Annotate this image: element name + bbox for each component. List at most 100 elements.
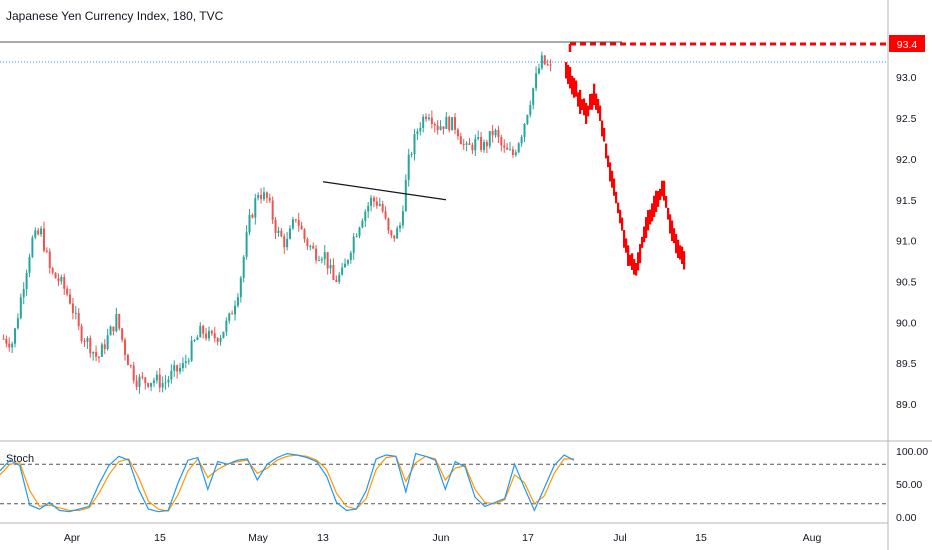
candle-body [66,288,69,295]
projected-candle [649,209,652,225]
candle-body [506,147,509,150]
candle-body [300,225,303,230]
candle-body [338,274,341,282]
projected-candle [571,75,574,95]
candle-body [341,267,344,275]
price-tick-label: 89.0 [896,399,917,411]
candle-body [63,277,66,289]
candle-body [74,312,77,314]
projected-candle [567,64,570,84]
candle-body [387,218,390,231]
stoch-d-line [0,454,574,512]
candle-body [491,130,494,136]
projected-candle [611,170,614,188]
candle-body [216,338,219,342]
time-tick-label: Aug [803,532,822,544]
candle-body [407,154,410,180]
candle-body [372,197,375,202]
candle-body [425,116,428,120]
candle-body [361,220,364,228]
time-tick-label: 17 [522,532,534,544]
price-tick-label: 93.0 [896,72,917,84]
candle-body [112,326,115,332]
projected-candle [647,210,650,231]
candle-body [427,117,430,120]
trendline-group[interactable] [322,181,447,201]
candle-body [150,382,153,387]
candle-body [181,363,184,369]
candle-body [320,258,323,261]
projected-candle [679,245,682,260]
projected-candle [643,226,646,243]
time-tick-label: 15 [695,532,707,544]
candle-body [529,104,532,116]
candle-body [517,143,520,153]
candle-body [549,64,552,66]
projected-candle [601,120,604,137]
stoch-axis[interactable]: 100.00 50.00 0.00 [896,446,928,524]
candle-body [121,328,124,340]
candle-body [323,252,326,259]
candle-body [291,219,294,229]
candle-body [390,230,393,236]
candle-body [16,318,19,329]
candle-body [77,312,80,327]
candle-body [262,192,265,200]
horizontal-levels [0,41,888,63]
projected-candle [589,93,592,110]
candle-body [234,305,237,315]
candle-body [231,313,234,315]
projected-candle [629,254,632,266]
price-tick-label: 91.5 [896,195,917,207]
candle-body [141,376,144,378]
candle-body [439,126,442,130]
candle-body [433,124,436,126]
projected-candle [605,143,608,159]
candle-body [19,297,22,319]
price-axis[interactable]: 89.0 89.5 90.0 90.5 91.0 91.5 92.0 92.5 93.0 [896,72,917,411]
candle-body [399,225,402,229]
candle-body [297,220,300,226]
candle-body [456,129,459,137]
candle-body [514,152,517,156]
projected-candle [595,93,598,110]
projected-candle [593,83,596,106]
candle-body [274,219,277,233]
candle-body [124,339,127,355]
projected-candle [565,62,568,79]
candle-body [283,236,286,248]
trendline[interactable] [322,181,447,201]
candle-body [225,320,228,332]
candle-body [80,326,83,341]
projected-candle [627,245,630,266]
candle-body [228,313,231,321]
candle-body [312,246,315,249]
chart-title: Japanese Yen Currency Index, 180, TVC [6,9,224,23]
candle-body [28,256,31,273]
candle-body [526,115,529,124]
stoch-tick-label: 50.00 [896,479,922,491]
candle-body [5,338,8,344]
projected-candle [573,77,576,98]
projected-candle [675,233,678,254]
candle-body [289,228,292,239]
projected-candle [669,214,672,234]
projected-candle [683,251,686,270]
candle-body [57,278,60,282]
candle-body [239,277,242,298]
candle-body [468,143,471,145]
stoch-k-line [0,452,575,513]
candle-body [184,361,187,364]
candle-body [445,116,448,129]
candle-body [448,116,451,131]
time-axis[interactable]: Apr 15 May 13 Jun 17 Jul 15 Aug [64,532,822,544]
candle-body [34,230,37,238]
candle-body [381,203,384,212]
candle-body [451,117,454,131]
candle-body [306,239,309,247]
candle-body [535,73,538,89]
projected-candle [639,244,642,264]
current-price-tag: 93.4 [889,35,925,52]
candle-body [436,125,439,130]
